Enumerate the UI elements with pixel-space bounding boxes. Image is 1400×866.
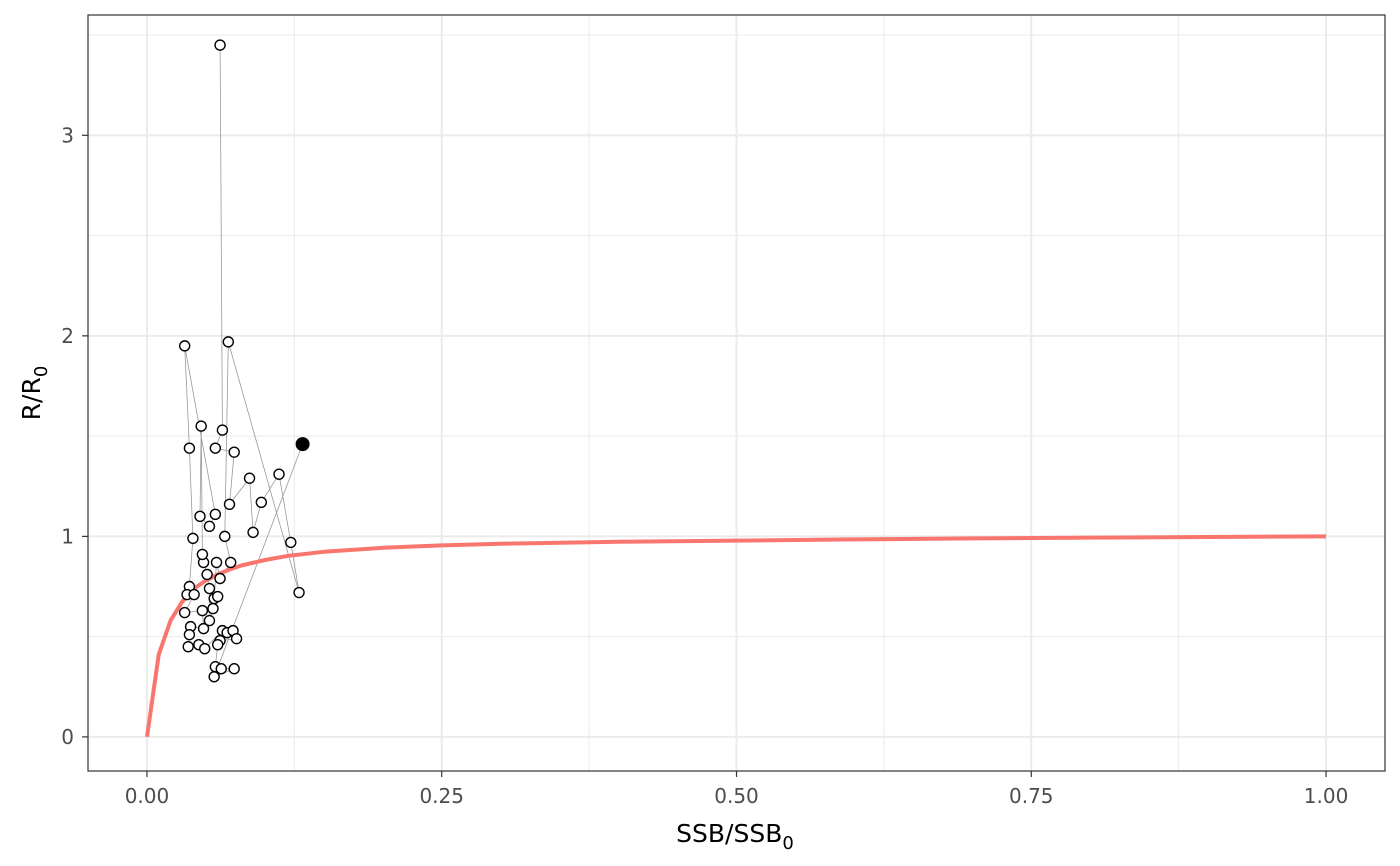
data-point [222, 336, 235, 348]
y-tick-label: 3 [61, 123, 74, 147]
y-tick-label: 1 [61, 524, 74, 548]
data-point [228, 663, 240, 675]
data-point [210, 556, 223, 569]
data-point [216, 424, 229, 436]
data-point [223, 498, 236, 510]
data-point [197, 622, 210, 635]
data-point [211, 590, 224, 603]
y-axis-ticks: 0 1 2 3 [61, 123, 88, 749]
data-point [203, 614, 216, 627]
data-point [293, 586, 305, 599]
data-point [219, 530, 231, 543]
data-point [182, 640, 194, 653]
data-point [178, 606, 191, 619]
data-point [203, 520, 216, 533]
data-point [183, 442, 196, 454]
data-point [273, 468, 285, 480]
data-point [215, 663, 227, 675]
x-tick-label: 0.00 [125, 784, 170, 808]
data-points [178, 39, 310, 683]
x-axis-title-main: SSB/SSB [676, 819, 782, 848]
data-point [201, 568, 213, 581]
data-point [247, 526, 259, 539]
final-data-point [295, 437, 310, 452]
data-point [228, 446, 240, 458]
data-point [211, 638, 224, 651]
x-tick-label: 1.00 [1304, 784, 1349, 808]
data-point [243, 472, 256, 484]
data-point [209, 442, 222, 454]
data-point [196, 604, 209, 617]
y-axis-title-main: R/R [17, 377, 46, 420]
data-point [187, 532, 199, 545]
data-point [194, 510, 206, 523]
x-tick-label: 0.75 [1009, 784, 1054, 808]
data-point [208, 671, 220, 683]
data-point [214, 572, 226, 585]
data-point [195, 420, 207, 432]
y-tick-label: 0 [61, 725, 74, 749]
data-point [199, 642, 211, 655]
data-point [209, 508, 222, 521]
data-point [224, 556, 237, 569]
y-axis-title-subscript: 0 [31, 366, 52, 377]
y-tick-label: 2 [61, 324, 74, 348]
data-point [203, 582, 216, 595]
x-tick-label: 0.50 [714, 784, 759, 808]
data-point [188, 588, 200, 601]
data-point [230, 632, 243, 645]
x-axis-title: SSB/SSB0 [676, 819, 794, 854]
x-axis-title-subscript: 0 [782, 833, 793, 854]
grid-lines [88, 15, 1385, 771]
data-point [178, 340, 191, 352]
data-point [255, 496, 268, 508]
data-point [207, 602, 219, 615]
x-axis-ticks: 0.00 0.25 0.50 0.75 1.00 [125, 771, 1349, 808]
data-point [183, 628, 196, 641]
data-point [214, 39, 226, 51]
data-point [285, 536, 297, 549]
y-axis-title: R/R0 [17, 366, 52, 421]
data-point [196, 548, 209, 561]
x-tick-label: 0.25 [419, 784, 464, 808]
